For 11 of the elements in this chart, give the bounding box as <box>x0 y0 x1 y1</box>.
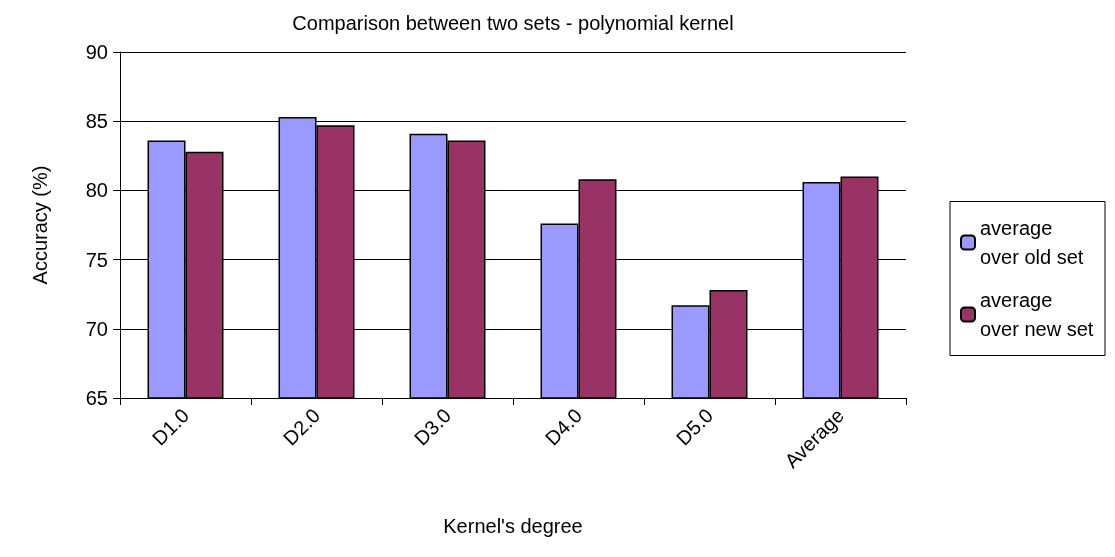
y-tick-label: 75 <box>85 248 108 271</box>
legend-label: average over old set <box>980 217 1084 268</box>
y-tick-label: 90 <box>85 41 108 63</box>
y-tick-label: 85 <box>85 110 108 133</box>
chart-title: Comparison between two sets - polynomial kernel <box>292 12 734 34</box>
y-axis-title: Accuracy (%) <box>29 165 51 285</box>
y-tick-label: 65 <box>85 387 108 409</box>
legend-label: average over new set <box>980 289 1094 340</box>
y-tick-label: 80 <box>85 179 108 202</box>
x-axis-title: Kernel's degree <box>443 515 583 537</box>
y-tick-label: 70 <box>85 317 108 340</box>
